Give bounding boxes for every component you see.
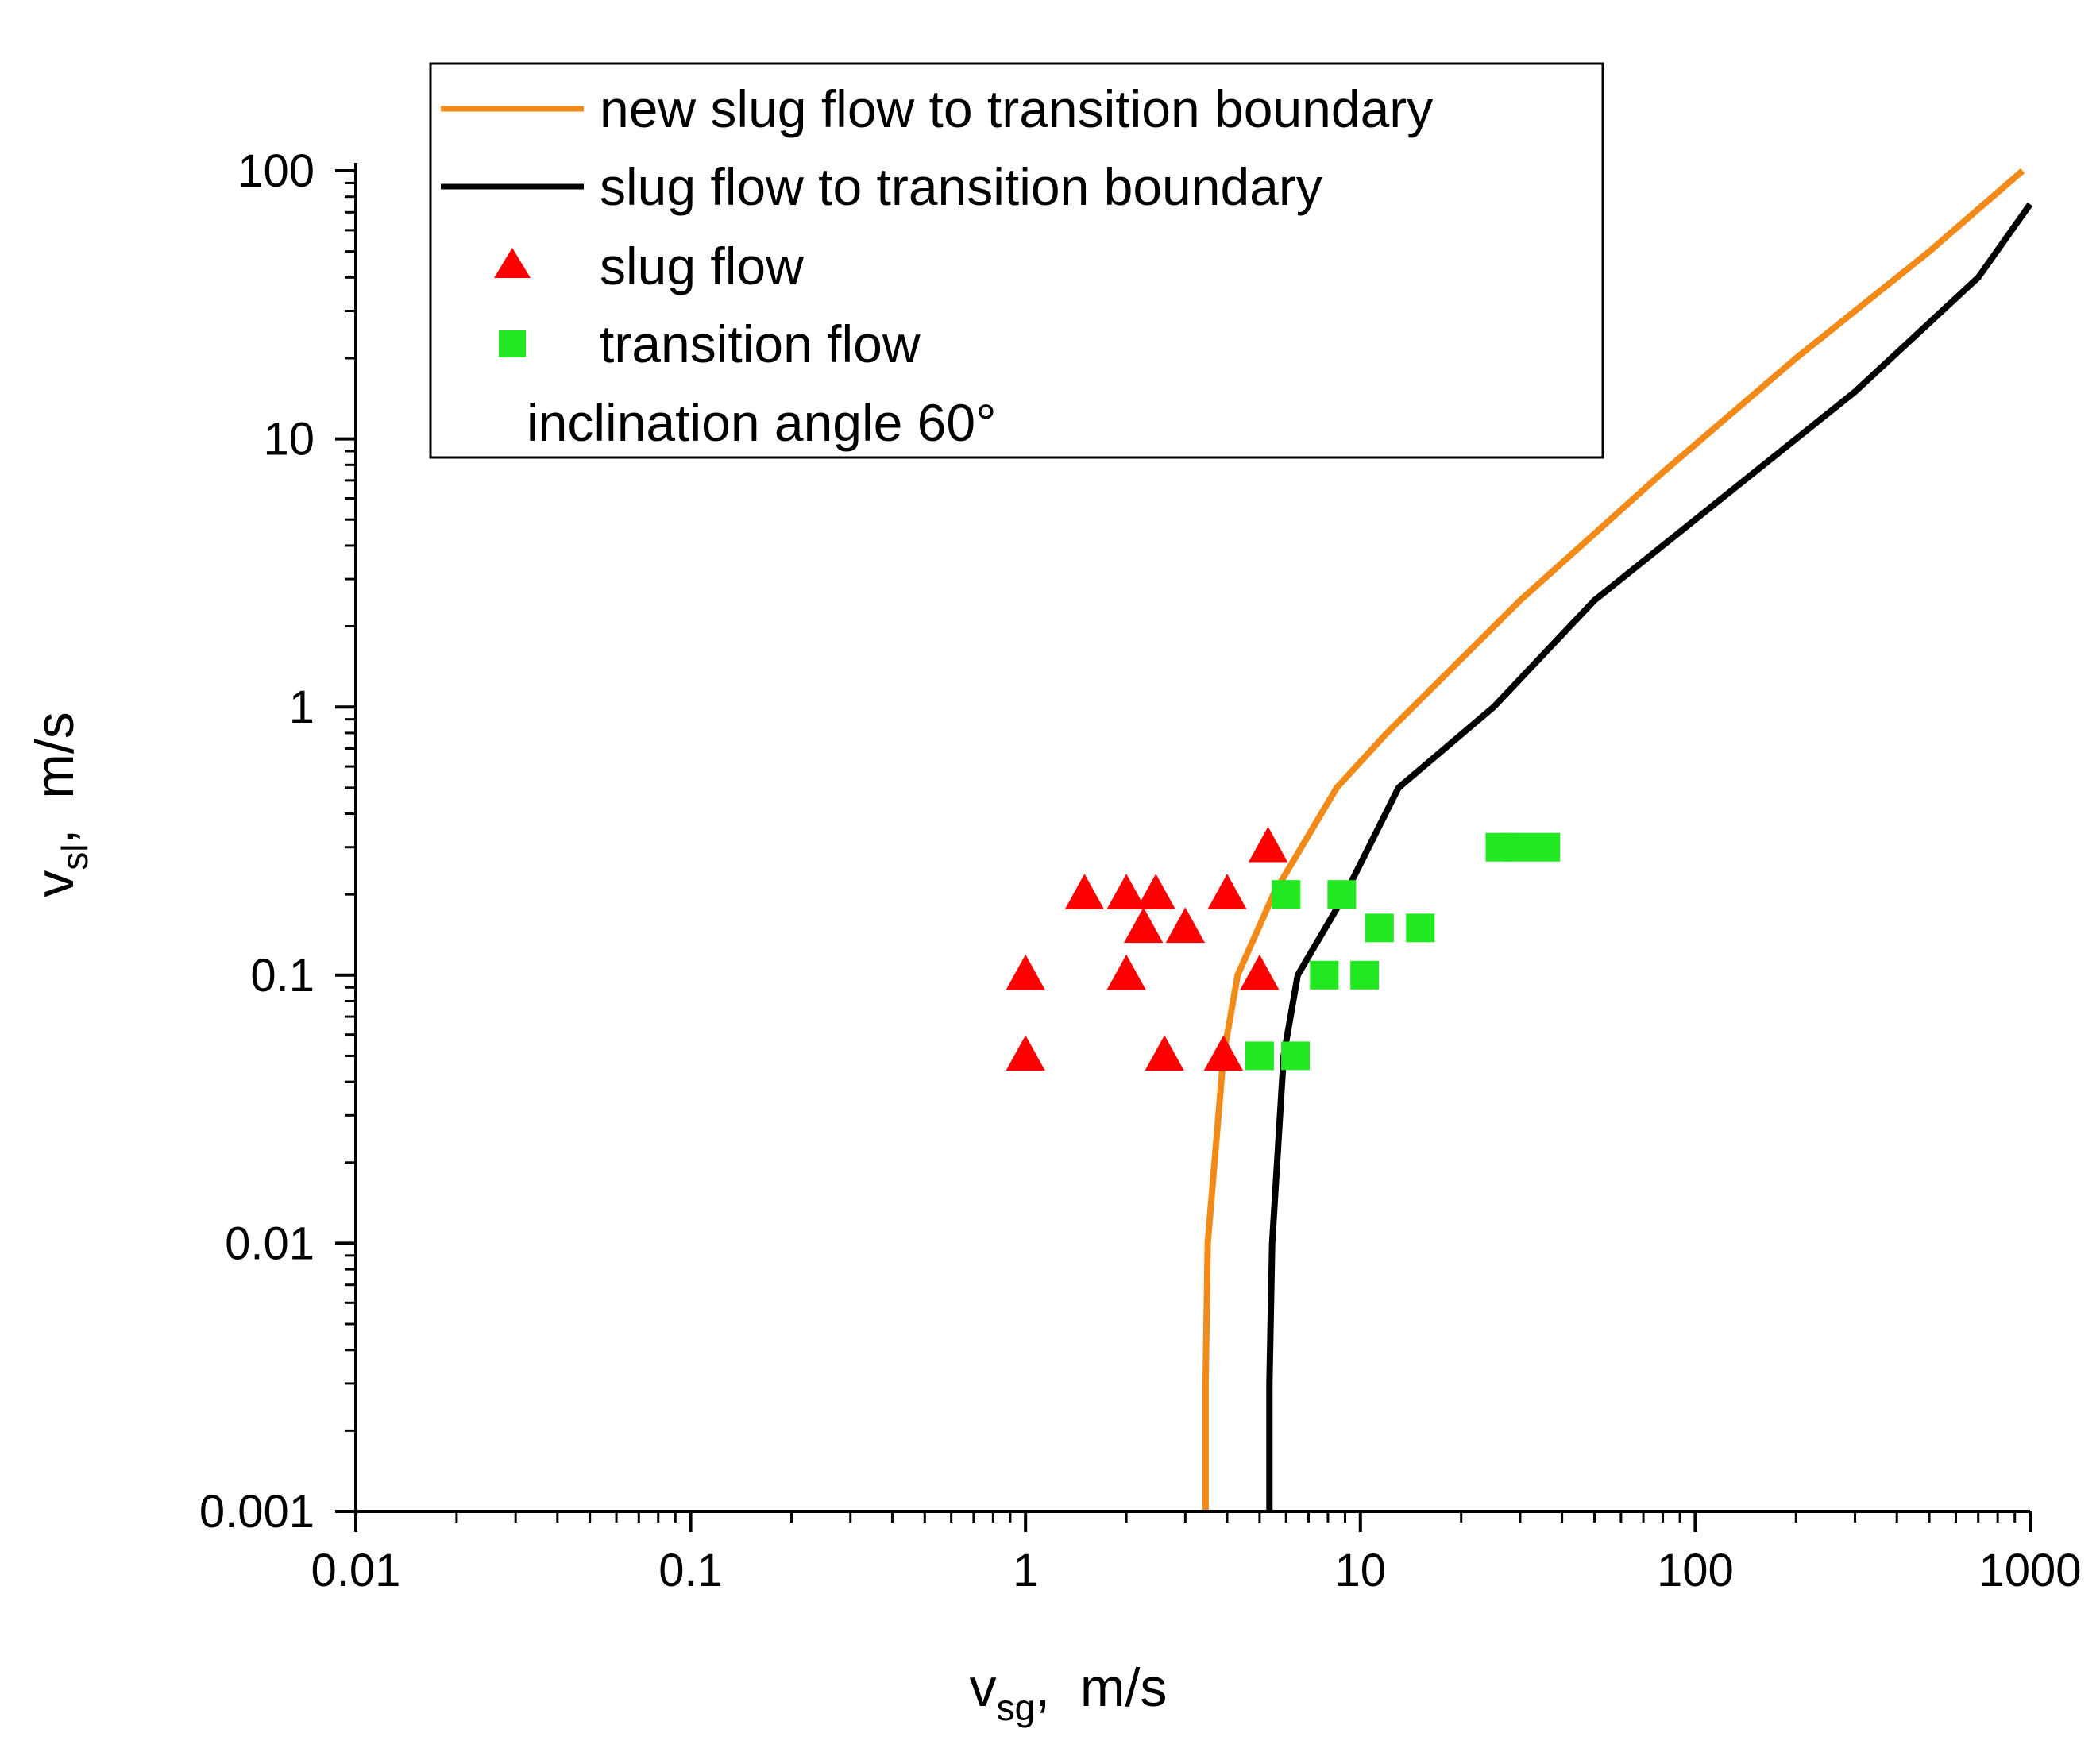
slug-flow-point bbox=[1106, 954, 1146, 990]
y-axis-title-unit: , m/s bbox=[25, 712, 85, 843]
transition-flow-point bbox=[1365, 913, 1394, 943]
slug-flow-point bbox=[1203, 1035, 1244, 1071]
transition-flow-point bbox=[1406, 913, 1435, 943]
axis-ticks bbox=[335, 169, 2032, 1532]
x-axis-title-unit: , m/s bbox=[1035, 1658, 1167, 1718]
transition-flow-point bbox=[1245, 1041, 1274, 1071]
legend-label-transition-flow: transition flow bbox=[600, 315, 921, 373]
transition-flow-point bbox=[1281, 1041, 1311, 1071]
legend-box bbox=[429, 62, 1604, 459]
slug-flow-point bbox=[1136, 874, 1175, 909]
slug-flow-point bbox=[1248, 826, 1288, 863]
x-tick-label: 1 bbox=[1013, 1545, 1038, 1596]
legend-label-new-boundary: new slug flow to transition boundary bbox=[600, 79, 1433, 138]
legend: new slug flow to transition boundary slu… bbox=[429, 62, 1604, 459]
axes-frame bbox=[354, 163, 2030, 1513]
transition-flow-point bbox=[1327, 880, 1357, 909]
slug-flow-point bbox=[1145, 1035, 1184, 1071]
transition-flow-point bbox=[1531, 832, 1561, 862]
y-tick-label: 0.01 bbox=[225, 1218, 315, 1269]
x-tick-label: 0.1 bbox=[658, 1545, 723, 1596]
transition-flow-point bbox=[1350, 960, 1380, 990]
y-axis-title-sub: sl bbox=[54, 843, 95, 870]
slug-flow-point bbox=[1106, 874, 1146, 909]
slug-flow-point bbox=[1165, 907, 1206, 944]
series-line-0 bbox=[1202, 168, 2025, 1511]
slug-flow-point bbox=[1006, 1035, 1045, 1071]
legend-label-boundary: slug flow to transition boundary bbox=[600, 157, 1322, 216]
y-tick-label: 1 bbox=[289, 681, 315, 733]
slug-flow-point bbox=[1006, 954, 1045, 990]
transition-flow-point bbox=[1272, 880, 1301, 909]
x-tick-label: 10 bbox=[1335, 1545, 1387, 1596]
y-axis-title: vsl, m/s bbox=[25, 712, 95, 897]
y-tick-label: 0.001 bbox=[199, 1486, 315, 1538]
series-lines bbox=[1202, 168, 2033, 1511]
slug-flow-point bbox=[1240, 954, 1280, 990]
series-markers bbox=[1006, 826, 1561, 1071]
transition-flow-point bbox=[1310, 960, 1339, 990]
x-tick-label: 100 bbox=[1657, 1545, 1734, 1596]
legend-annotation-inclination: inclination angle 60° bbox=[527, 393, 997, 452]
legend-marker-transition-flow bbox=[499, 330, 526, 357]
slug-flow-point bbox=[1123, 907, 1164, 944]
y-axis-title-main: v bbox=[25, 870, 85, 897]
series-line-1 bbox=[1266, 202, 2033, 1511]
transition-flow-point bbox=[1503, 832, 1532, 862]
x-axis-title: vsg, m/s bbox=[970, 1658, 1168, 1728]
x-tick-label: 0.01 bbox=[311, 1545, 401, 1596]
y-tick-label: 10 bbox=[263, 414, 315, 465]
slug-flow-point bbox=[1064, 874, 1105, 909]
slug-flow-point bbox=[1207, 874, 1247, 909]
x-tick-label: 1000 bbox=[1978, 1545, 2081, 1596]
y-tick-label: 100 bbox=[237, 145, 315, 197]
x-axis-title-sub: sg bbox=[997, 1687, 1036, 1728]
legend-label-slug-flow: slug flow bbox=[600, 237, 804, 295]
x-axis-title-main: v bbox=[970, 1658, 997, 1718]
legend-marker-slug-flow bbox=[494, 248, 531, 278]
tick-labels: 0.01 0.1 1 10 100 1000 0.001 0.01 0.1 1 10 100 bbox=[199, 145, 2082, 1596]
y-tick-label: 0.1 bbox=[250, 950, 315, 1001]
